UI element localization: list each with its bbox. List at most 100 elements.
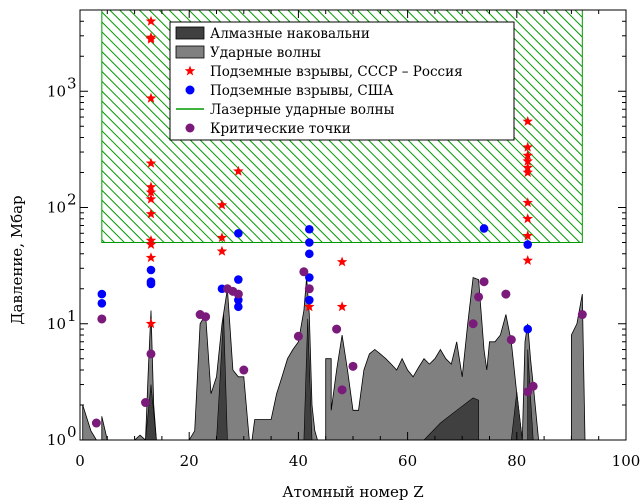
critical-point — [304, 284, 314, 294]
usa-explosion-point — [234, 302, 243, 312]
diamond-anvil-area — [510, 391, 523, 440]
ussr-explosion-point — [336, 256, 348, 267]
critical-point — [468, 319, 478, 329]
ussr-explosion-point — [145, 252, 157, 263]
usa-explosion-point — [146, 279, 156, 289]
y-tick-exponent: 1 — [67, 307, 77, 325]
x-axis-ticks: 0 20 40 60 80 100 — [75, 10, 640, 470]
shock-waves-area — [82, 276, 586, 440]
ussr-explosion-point — [522, 141, 533, 152]
y-tick-exponent: 2 — [67, 191, 77, 209]
ussr-explosion-point — [233, 165, 244, 176]
ussr-explosion-point — [522, 213, 533, 224]
legend-swatch-shock — [175, 45, 205, 59]
critical-point — [506, 335, 516, 345]
ussr-explosion-point — [216, 199, 228, 210]
diamond-anvil-area — [216, 314, 228, 440]
x-tick-label: 80 — [507, 452, 526, 470]
diamond-anvil-area — [145, 384, 157, 440]
legend: Алмазные наковальни Ударные волны Подземны… — [169, 21, 515, 141]
y-tick-label: 10 — [47, 431, 66, 449]
critical-point — [201, 312, 211, 322]
usa-explosion-point — [305, 224, 314, 234]
legend-swatch-critical — [185, 123, 195, 133]
diamond-anvil-area — [423, 397, 479, 440]
legend-swatch-diamond — [175, 26, 205, 40]
shock-waves-layer — [82, 276, 586, 440]
usa-explosion-point — [305, 273, 314, 282]
critical-point — [233, 289, 243, 299]
diamond-anvil-area — [303, 318, 313, 440]
critical-point — [474, 292, 484, 302]
ussr-explosion-point — [522, 167, 533, 177]
y-tick-label: 10 — [47, 199, 66, 217]
critical-points-layer — [91, 267, 587, 428]
usa-explosion-point — [523, 324, 533, 334]
ussr-explosion-point — [522, 150, 533, 160]
ussr-explosion-point — [304, 301, 315, 312]
legend-label-usa: Подземные взрывы, США — [210, 83, 394, 99]
ussr-explosion-point — [145, 193, 157, 204]
ussr-explosion-point — [145, 33, 157, 44]
ussr-explosion-point — [145, 15, 157, 26]
ussr-explosion-point — [145, 186, 157, 197]
critical-point — [523, 387, 533, 397]
y-tick-exponent: 0 — [67, 423, 77, 441]
usa-explosion-point — [523, 240, 533, 249]
legend-swatch-ussr — [184, 65, 196, 76]
y-axis-label: Давление, Мбар — [8, 195, 26, 324]
usa-explosion-point — [97, 289, 107, 299]
x-tick-label: 60 — [398, 452, 417, 470]
critical-point — [239, 365, 249, 375]
legend-box — [169, 21, 515, 141]
ussr-explosion-point — [216, 232, 228, 243]
ussr-explosion-point — [522, 230, 533, 241]
legend-label-critical: Критические точки — [210, 121, 351, 137]
ussr-explosion-point — [522, 255, 533, 265]
usa-explosion-point — [234, 228, 243, 238]
diamond-anvil-area — [527, 349, 534, 440]
ussr-explosion-point — [522, 197, 533, 208]
usa-explosion-point — [479, 224, 489, 233]
critical-point — [97, 314, 107, 324]
critical-point — [293, 331, 303, 341]
critical-point — [332, 324, 342, 334]
ussr-explosion-point — [522, 115, 533, 126]
x-tick-label: 20 — [180, 452, 199, 470]
usa-explosion-point — [234, 275, 243, 284]
critical-point — [337, 385, 347, 395]
critical-point — [577, 310, 587, 320]
critical-point — [528, 381, 538, 391]
critical-point — [91, 418, 101, 428]
usa-explosion-point — [146, 265, 156, 275]
ussr-explosion-point — [145, 157, 157, 168]
usa-explosion-point — [305, 249, 314, 259]
ussr-explosion-point — [145, 239, 157, 250]
x-tick-label: 0 — [75, 452, 85, 470]
y-tick-label: 10 — [47, 315, 66, 333]
legend-swatch-usa — [185, 85, 195, 95]
legend-label-laser: Лазерные ударные волны — [210, 102, 395, 118]
usa-explosion-point — [305, 295, 314, 305]
critical-point — [501, 289, 511, 299]
legend-label-diamond: Алмазные наковальни — [210, 26, 370, 42]
ussr-explosions-layer — [145, 15, 533, 329]
x-axis-label: Атомный номер Z — [282, 483, 423, 501]
diamond-anvil-layer — [145, 314, 534, 440]
ussr-explosion-point — [145, 92, 157, 103]
critical-point — [299, 267, 309, 277]
ussr-explosion-point — [522, 155, 533, 166]
critical-point — [348, 361, 358, 371]
ussr-explosion-point — [145, 208, 157, 219]
ussr-explosion-point — [145, 318, 157, 329]
usa-explosion-point — [97, 298, 107, 308]
usa-explosion-point — [305, 238, 314, 247]
usa-explosions-layer — [97, 224, 533, 334]
critical-point — [479, 277, 489, 287]
y-tick-label: 10 — [47, 82, 66, 100]
legend-label-shock: Ударные волны — [210, 45, 321, 61]
critical-point — [141, 398, 151, 408]
ussr-explosion-point — [145, 181, 157, 192]
